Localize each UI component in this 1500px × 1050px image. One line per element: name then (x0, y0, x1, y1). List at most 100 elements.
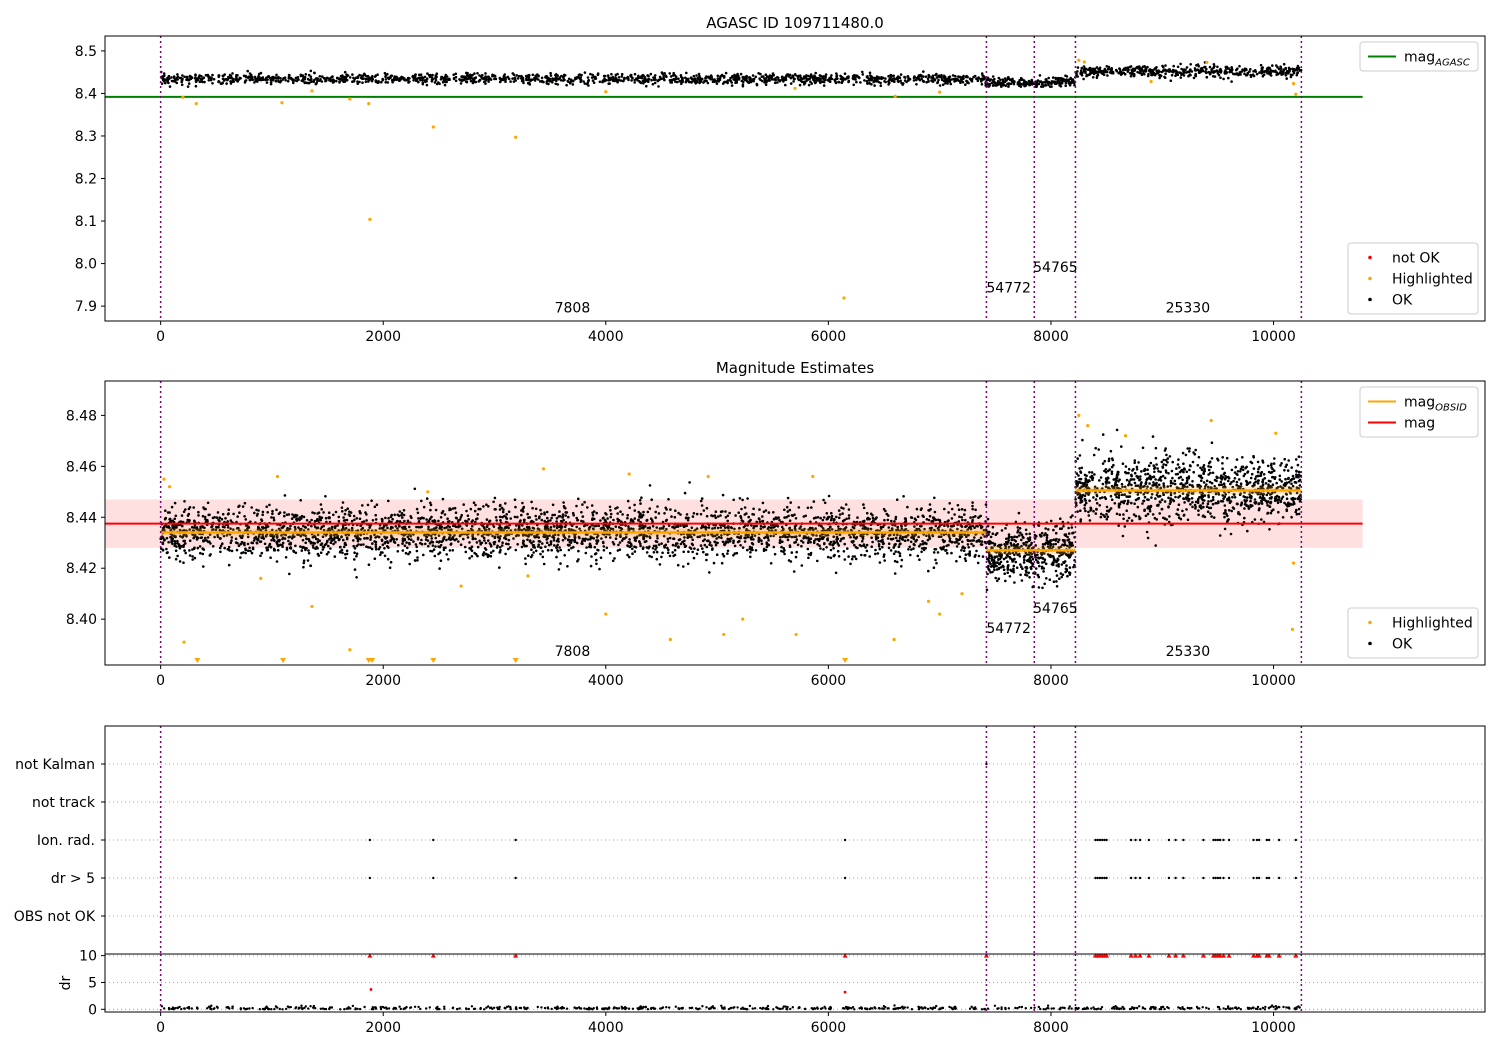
panel-mag-estimates-ok-point (365, 513, 368, 516)
panel-mag-estimates-ok-point (968, 526, 971, 529)
panel-agasc-ok-point (1138, 65, 1141, 68)
panel-agasc-ok-point (292, 81, 295, 85)
panel-agasc-ok-point (314, 77, 318, 80)
panel-agasc-ok-point (1129, 74, 1133, 78)
panel-agasc-ok-point (876, 77, 879, 80)
panel-agasc-ok-point (797, 74, 800, 78)
panel-mag-estimates-ok-point (460, 513, 464, 517)
panel-mag-estimates-ok-point (340, 548, 344, 552)
panel-mag-estimates-ok-point (719, 514, 722, 517)
panel-mag-estimates-ok-point (834, 571, 838, 575)
panel-mag-estimates-ok-point (819, 547, 822, 550)
panel-mag-estimates-ok-point (783, 508, 786, 512)
panel-agasc-ok-point (593, 75, 597, 79)
panel-agasc-ok-point (160, 82, 164, 85)
panel-agasc-ok-point (512, 80, 516, 83)
panel-agasc-ok-point (487, 75, 490, 78)
panel-mag-estimates-ok-point (271, 528, 274, 532)
panel-agasc-ok-point (242, 74, 246, 78)
panel-agasc-ok-point (577, 73, 581, 77)
panel-agasc-ok-point (482, 76, 486, 80)
panel-agasc-ok-point (1040, 85, 1043, 88)
panel-agasc-ok-point (1296, 67, 1299, 71)
panel-agasc-ok-point (1023, 84, 1026, 88)
panel-mag-estimates-ok-point (826, 533, 830, 537)
panel-mag-estimates-ok-point (522, 543, 526, 546)
panel-mag-estimates-ok-point (269, 556, 272, 559)
panel-mag-estimates-ok-point (276, 548, 280, 552)
panel-agasc-ok-point (1179, 76, 1183, 79)
panel-agasc-ok-point (199, 80, 202, 83)
panel-mag-estimates-ok-point (896, 525, 899, 529)
panel-mag-estimates-ok-point (525, 525, 529, 529)
panel-mag-estimates-ok-point (906, 538, 910, 542)
panel-mag-estimates-ok-point (359, 543, 363, 547)
panel-agasc-ok-point (1051, 76, 1055, 79)
panel-agasc-ok-point (1163, 76, 1167, 79)
panel-mag-estimates-ok-point (898, 554, 902, 558)
panel-mag-estimates-ok-point (789, 501, 792, 504)
panel-agasc-ok-point (330, 75, 333, 79)
panel-mag-estimates-ok-point (403, 519, 406, 523)
panel-mag-estimates-ok-point (733, 544, 737, 548)
panel-mag-estimates-ok-point (760, 542, 764, 545)
panel-mag-estimates-ok-point (348, 510, 351, 513)
panel-agasc-ok-point (1224, 72, 1228, 75)
panel-agasc-ok-point (267, 75, 271, 78)
panel-mag-estimates-ok-point (627, 525, 630, 528)
panel-agasc-ok-point (1118, 67, 1121, 70)
panel-agasc-ok-point (364, 80, 368, 84)
panel-agasc-ok-point (1157, 69, 1160, 72)
panel-agasc-ok-point (745, 79, 748, 83)
panel-mag-estimates-ok-point (843, 558, 847, 561)
panel-mag-estimates-ok-point (863, 519, 866, 523)
panel-agasc-ok-point (647, 80, 650, 83)
panel-agasc-ok-point (533, 76, 536, 80)
panel-mag-estimates-ok-point (311, 511, 314, 514)
panel-mag-estimates-ok-point (356, 539, 360, 543)
panel-mag-estimates-ok-point (984, 503, 988, 506)
panel-mag-estimates-ok-point (581, 515, 585, 518)
panel-mag-estimates-ok-point (427, 525, 430, 529)
panel-agasc-ok-point (1019, 82, 1022, 86)
panel-mag-estimates-ok-point (468, 556, 471, 560)
panel-mag-estimates-ok-point (250, 551, 254, 555)
panel-mag-estimates-ok-point (789, 560, 793, 563)
panel-agasc-ok-point (376, 73, 379, 76)
panel-mag-estimates-ok-point (862, 524, 865, 528)
panel-mag-estimates-ok-point (243, 501, 247, 505)
panel-agasc-ok-point (309, 75, 313, 78)
panel-mag-estimates-ok-point (602, 516, 605, 520)
panel-agasc-ok-point (1156, 71, 1160, 74)
panel-agasc-ok-point (1282, 62, 1286, 66)
panel-agasc-xtick-label-3: 6000 (811, 329, 847, 345)
panel-mag-estimates-ok-point (595, 562, 598, 566)
panel-mag-estimates-ok-point (980, 540, 984, 543)
panel-mag-estimates-ok-point (679, 542, 683, 546)
panel-agasc-ok-point (764, 77, 768, 80)
panel-mag-estimates-ok-point (772, 545, 776, 549)
panel-agasc-ok-point (281, 78, 285, 81)
panel-mag-estimates-ok-point (692, 512, 696, 515)
panel-mag-estimates-ok-point (961, 518, 964, 522)
panel-mag-estimates-ok-point (848, 533, 851, 537)
panel-agasc-ok-points (159, 61, 1303, 88)
panel-mag-estimates-ok-point (507, 510, 511, 513)
panel-mag-estimates-ok-point (250, 506, 253, 509)
panel-agasc-ok-point (1268, 66, 1271, 70)
panel-mag-estimates-ok-point (837, 516, 841, 520)
panel-agasc-ok-point (325, 79, 328, 82)
panel-mag-estimates-ok-point (389, 525, 393, 529)
panel-mag-estimates-ok-point (816, 543, 819, 546)
panel-agasc-ok-point (183, 75, 186, 79)
panel-mag-estimates-ok-point (558, 546, 561, 549)
panel-agasc-ok-point (987, 85, 991, 88)
panel-mag-estimates-ok-point (964, 559, 968, 563)
panel-agasc-highlighted-point (1077, 58, 1081, 62)
panel-mag-estimates-ok-point (707, 539, 710, 542)
panel-agasc-ok-point (454, 75, 458, 79)
panel-mag-estimates-ok-point (572, 513, 575, 517)
panel-agasc-ok-point (469, 79, 473, 83)
panel-mag-estimates-ok-point (409, 534, 413, 538)
panel-mag-estimates-ok-point (545, 541, 549, 544)
